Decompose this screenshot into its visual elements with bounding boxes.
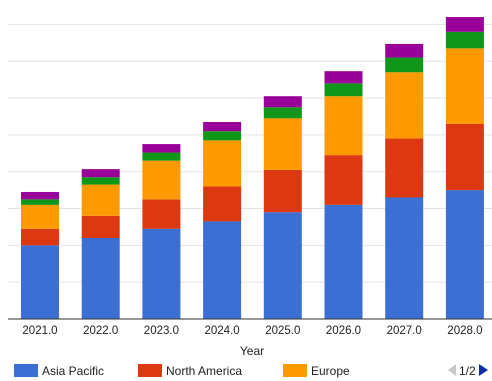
bar-segment[interactable] <box>203 140 242 187</box>
x-axis-title: Year <box>240 344 264 358</box>
bar-segment[interactable] <box>203 121 242 132</box>
bar-segment[interactable] <box>21 228 59 246</box>
bar-segment[interactable] <box>263 118 302 170</box>
x-tick-label: 2025.0 <box>265 325 300 337</box>
x-tick-label: 2028.0 <box>447 325 482 337</box>
bar-segment[interactable] <box>324 96 363 156</box>
bar-segment[interactable] <box>324 71 363 84</box>
bar-segment[interactable] <box>81 177 120 185</box>
bar-segment[interactable] <box>21 204 59 229</box>
bar-segment[interactable] <box>385 197 424 319</box>
bar-segment[interactable] <box>81 237 120 319</box>
bar-segment[interactable] <box>21 199 59 205</box>
bar-segment[interactable] <box>81 169 120 178</box>
x-tick-label: 2026.0 <box>326 325 361 337</box>
legend: Asia Pacific North America Europe <box>14 364 350 378</box>
bar-segment[interactable] <box>263 169 302 213</box>
legend-swatch <box>138 364 162 377</box>
x-tick-labels: 2021.0 2022.0 2023.0 2024.0 2025.0 2026.0 2027… <box>22 325 482 337</box>
bar-segment[interactable] <box>445 123 484 191</box>
bar-segment[interactable] <box>445 48 484 124</box>
bar-segment[interactable] <box>142 228 181 319</box>
bar-segment[interactable] <box>263 96 302 108</box>
bar-segment[interactable] <box>203 131 242 141</box>
bar-segment[interactable] <box>142 160 181 200</box>
x-tick-label: 2022.0 <box>83 325 118 337</box>
bar-segment[interactable] <box>203 186 242 222</box>
legend-swatch <box>283 364 307 377</box>
bar-segment[interactable] <box>21 245 59 319</box>
bar-segment[interactable] <box>81 215 120 238</box>
legend-page-indicator: 1/2 <box>459 364 476 378</box>
legend-swatch <box>14 364 38 377</box>
legend-label[interactable]: Asia Pacific <box>42 364 104 378</box>
legend-prev-page-icon[interactable] <box>448 364 456 376</box>
bar-segment[interactable] <box>385 72 424 139</box>
bar-segment[interactable] <box>142 144 181 153</box>
legend-label[interactable]: Europe <box>311 364 350 378</box>
bar-segment[interactable] <box>445 17 484 32</box>
bar-segment[interactable] <box>142 152 181 161</box>
bar-segment[interactable] <box>263 107 302 119</box>
bar-segment[interactable] <box>324 83 363 97</box>
bar-segment[interactable] <box>21 191 59 200</box>
x-tick-label: 2021.0 <box>22 325 57 337</box>
bar-segment[interactable] <box>445 190 484 319</box>
bar-segment[interactable] <box>385 43 424 58</box>
bar-segment[interactable] <box>142 199 181 229</box>
x-tick-label: 2024.0 <box>205 325 240 337</box>
bar-segment[interactable] <box>324 204 363 319</box>
x-tick-label: 2023.0 <box>144 325 179 337</box>
bar-segment[interactable] <box>263 212 302 319</box>
bars <box>21 17 484 319</box>
legend-pager: 1/2 <box>448 364 488 378</box>
bar-segment[interactable] <box>445 31 484 49</box>
bar-segment[interactable] <box>203 221 242 319</box>
bar-segment[interactable] <box>385 138 424 198</box>
bar-segment[interactable] <box>81 184 120 216</box>
bar-segment[interactable] <box>324 155 363 205</box>
x-tick-label: 2027.0 <box>387 325 422 337</box>
legend-next-page-icon[interactable] <box>479 364 488 376</box>
bar-segment[interactable] <box>385 57 424 73</box>
legend-label[interactable]: North America <box>166 364 242 378</box>
